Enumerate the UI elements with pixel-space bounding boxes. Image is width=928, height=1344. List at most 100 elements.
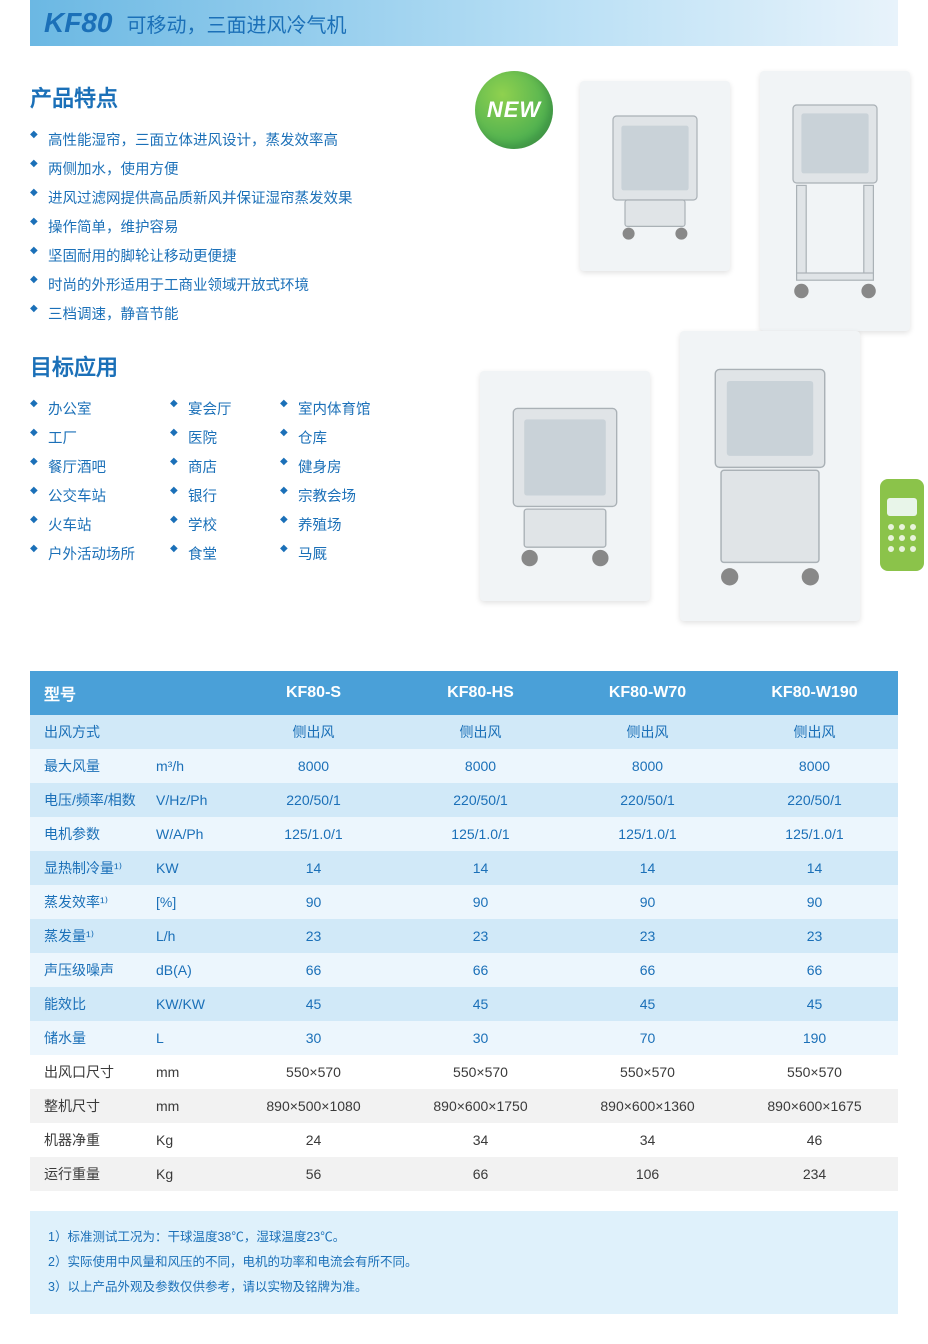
row-value: 890×500×1080	[230, 1089, 397, 1123]
application-item: 银行	[170, 481, 280, 510]
row-value: 125/1.0/1	[230, 817, 397, 851]
row-value: 220/50/1	[230, 783, 397, 817]
row-value: 23	[731, 919, 898, 953]
feature-item: 操作简单，维护容易	[30, 212, 470, 241]
row-value: 8000	[731, 749, 898, 783]
product-image-2	[760, 71, 910, 331]
row-unit: L	[150, 1021, 230, 1055]
row-value: 90	[564, 885, 731, 919]
row-value: 23	[230, 919, 397, 953]
new-badge: NEW	[475, 71, 553, 149]
row-unit: mm	[150, 1055, 230, 1089]
row-value: 14	[731, 851, 898, 885]
row-value: 侧出风	[564, 715, 731, 749]
row-value: 234	[731, 1157, 898, 1191]
table-row: 出风口尺寸mm550×570550×570550×570550×570	[30, 1055, 898, 1089]
row-value: 45	[230, 987, 397, 1021]
row-value: 550×570	[564, 1055, 731, 1089]
application-item: 工厂	[30, 423, 170, 452]
row-value: 550×570	[230, 1055, 397, 1089]
table-header-model: KF80-HS	[397, 671, 564, 715]
note-line: 3）以上产品外观及参数仅供参考，请以实物及铭牌为准。	[48, 1275, 880, 1300]
row-label: 声压级噪声	[30, 953, 150, 987]
product-code: KF80	[44, 7, 112, 39]
product-image-4	[680, 331, 860, 621]
row-value: 66	[397, 953, 564, 987]
table-row: 显热制冷量¹⁾KW14141414	[30, 851, 898, 885]
row-value: 66	[230, 953, 397, 987]
table-row: 出风方式侧出风侧出风侧出风侧出风	[30, 715, 898, 749]
row-value: 14	[230, 851, 397, 885]
note-line: 1）标准测试工况为：干球温度38℃，湿球温度23℃。	[48, 1225, 880, 1250]
row-value: 45	[564, 987, 731, 1021]
row-value: 220/50/1	[564, 783, 731, 817]
row-value: 106	[564, 1157, 731, 1191]
row-label: 电压/频率/相数	[30, 783, 150, 817]
row-label: 储水量	[30, 1021, 150, 1055]
row-value: 125/1.0/1	[731, 817, 898, 851]
row-unit: [%]	[150, 885, 230, 919]
application-item: 公交车站	[30, 481, 170, 510]
feature-item: 三档调速，静音节能	[30, 299, 470, 328]
row-unit: KW	[150, 851, 230, 885]
row-value: 66	[731, 953, 898, 987]
row-value: 34	[564, 1123, 731, 1157]
row-label: 最大风量	[30, 749, 150, 783]
table-row: 储水量L303070190	[30, 1021, 898, 1055]
note-line: 2）实际使用中风量和风压的不同，电机的功率和电流会有所不同。	[48, 1250, 880, 1275]
row-value: 125/1.0/1	[397, 817, 564, 851]
table-row: 声压级噪声dB(A)66666666	[30, 953, 898, 987]
application-item: 健身房	[280, 452, 400, 481]
features-title: 产品特点	[30, 81, 470, 113]
row-value: 23	[397, 919, 564, 953]
row-label: 能效比	[30, 987, 150, 1021]
row-value: 14	[564, 851, 731, 885]
feature-item: 两侧加水，使用方便	[30, 154, 470, 183]
row-value: 125/1.0/1	[564, 817, 731, 851]
application-item: 学校	[170, 510, 280, 539]
application-item: 马厩	[280, 539, 400, 568]
feature-item: 进风过滤网提供高品质新风并保证湿帘蒸发效果	[30, 183, 470, 212]
row-value: 66	[564, 953, 731, 987]
spec-table: 型号KF80-SKF80-HSKF80-W70KF80-W190出风方式侧出风侧…	[30, 671, 898, 1191]
row-unit: V/Hz/Ph	[150, 783, 230, 817]
row-value: 30	[230, 1021, 397, 1055]
row-label: 运行重量	[30, 1157, 150, 1191]
feature-item: 坚固耐用的脚轮让移动更便捷	[30, 241, 470, 270]
row-unit: KW/KW	[150, 987, 230, 1021]
row-value: 23	[564, 919, 731, 953]
application-item: 食堂	[170, 539, 280, 568]
application-item: 商店	[170, 452, 280, 481]
table-row: 运行重量Kg5666106234	[30, 1157, 898, 1191]
row-label: 出风方式	[30, 715, 150, 749]
application-item: 餐厅酒吧	[30, 452, 170, 481]
row-value: 侧出风	[731, 715, 898, 749]
row-value: 24	[230, 1123, 397, 1157]
application-item: 仓库	[280, 423, 400, 452]
application-item: 室内体育馆	[280, 394, 400, 423]
header-bar: KF80 可移动，三面进风冷气机	[30, 0, 898, 46]
row-value: 66	[397, 1157, 564, 1191]
row-value: 8000	[397, 749, 564, 783]
applications-grid: 办公室宴会厅室内体育馆工厂医院仓库餐厅酒吧商店健身房公交车站银行宗教会场火车站学…	[30, 394, 470, 568]
row-label: 整机尺寸	[30, 1089, 150, 1123]
left-column: 产品特点 高性能湿帘，三面立体进风设计，蒸发效率高两侧加水，使用方便进风过滤网提…	[30, 71, 470, 631]
table-header-model: KF80-W190	[731, 671, 898, 715]
row-value: 45	[397, 987, 564, 1021]
table-row: 能效比KW/KW45454545	[30, 987, 898, 1021]
row-value: 8000	[230, 749, 397, 783]
row-unit: Kg	[150, 1157, 230, 1191]
row-value: 34	[397, 1123, 564, 1157]
row-unit: mm	[150, 1089, 230, 1123]
feature-item: 时尚的外形适用于工商业领域开放式环境	[30, 270, 470, 299]
table-row: 最大风量m³/h8000800080008000	[30, 749, 898, 783]
row-value: 14	[397, 851, 564, 885]
row-value: 30	[397, 1021, 564, 1055]
row-label: 蒸发量¹⁾	[30, 919, 150, 953]
table-row: 蒸发效率¹⁾[%]90909090	[30, 885, 898, 919]
row-value: 890×600×1675	[731, 1089, 898, 1123]
table-header-model: KF80-W70	[564, 671, 731, 715]
feature-item: 高性能湿帘，三面立体进风设计，蒸发效率高	[30, 125, 470, 154]
application-item: 户外活动场所	[30, 539, 170, 568]
row-value: 90	[230, 885, 397, 919]
